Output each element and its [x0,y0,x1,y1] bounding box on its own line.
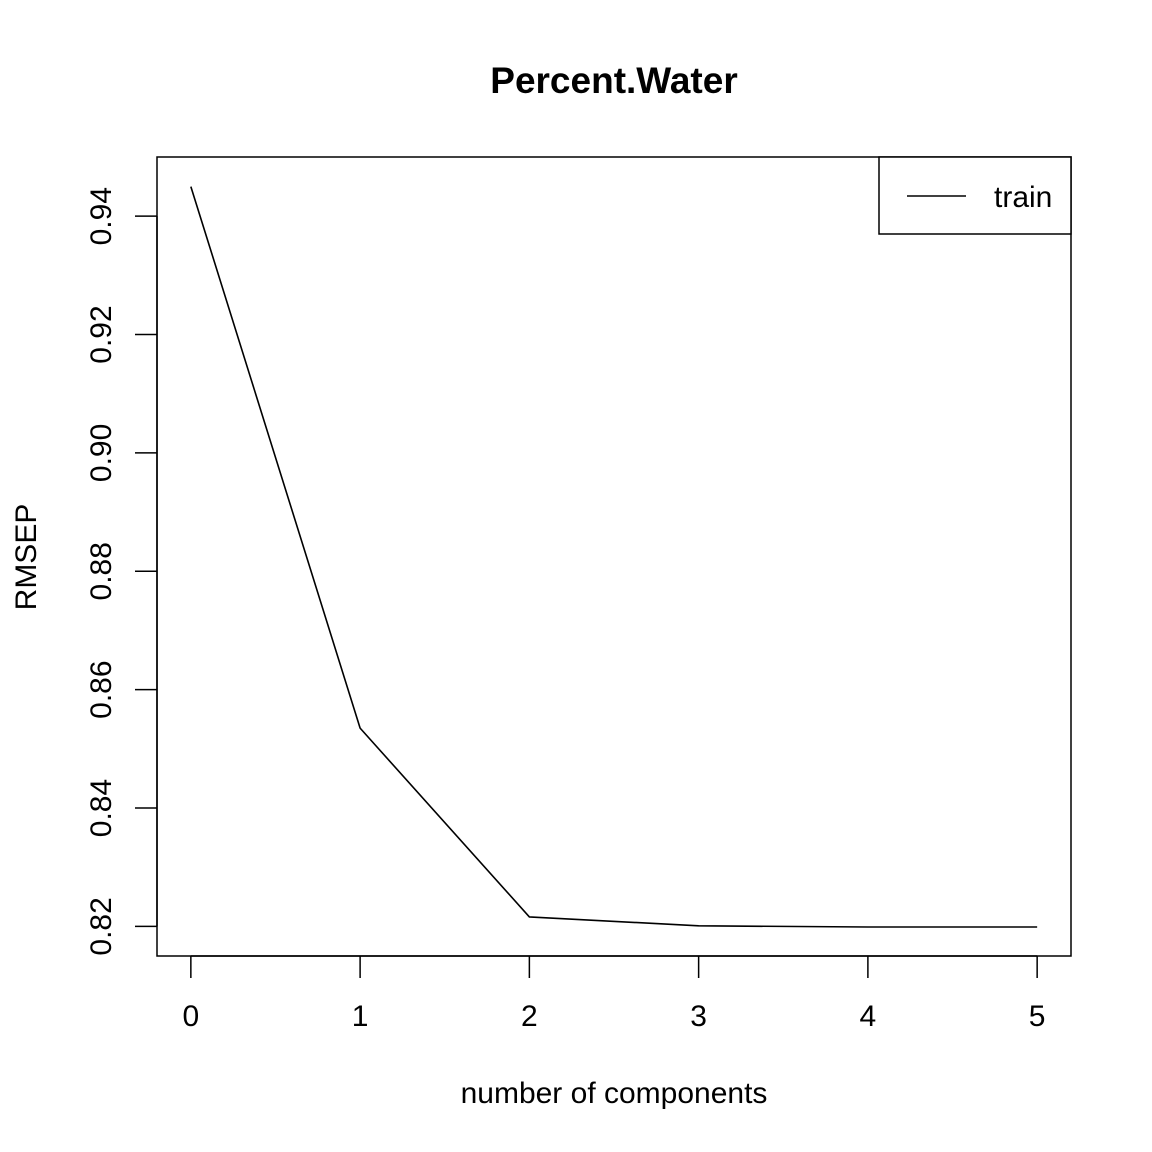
y-tick-label: 0.86 [85,660,118,718]
x-tick-label: 4 [860,1000,877,1033]
y-tick-label: 0.88 [85,542,118,600]
legend: train [878,156,1072,235]
x-axis-label: number of components [461,1077,768,1110]
y-tick-label: 0.84 [85,779,118,837]
series-line-train [190,186,1038,928]
x-tick-label: 1 [352,1000,369,1033]
x-tick-label: 5 [1029,1000,1046,1033]
x-axis: 0 1 2 3 4 5 [183,955,1046,1033]
series-layer [190,186,1038,928]
y-tick-label: 0.92 [85,305,118,363]
chart-title: Percent.Water [490,60,737,101]
x-tick-label: 2 [521,1000,538,1033]
x-tick-label: 0 [183,1000,200,1033]
y-tick-label: 0.94 [85,187,118,245]
y-tick-label: 0.82 [85,897,118,955]
legend-label-train: train [994,181,1052,214]
x-tick-label: 3 [690,1000,707,1033]
y-axis: 0.82 0.84 0.86 0.88 0.90 0.92 0.94 [85,187,158,956]
y-tick-label: 0.90 [85,424,118,482]
y-axis-label: RMSEP [10,504,43,611]
